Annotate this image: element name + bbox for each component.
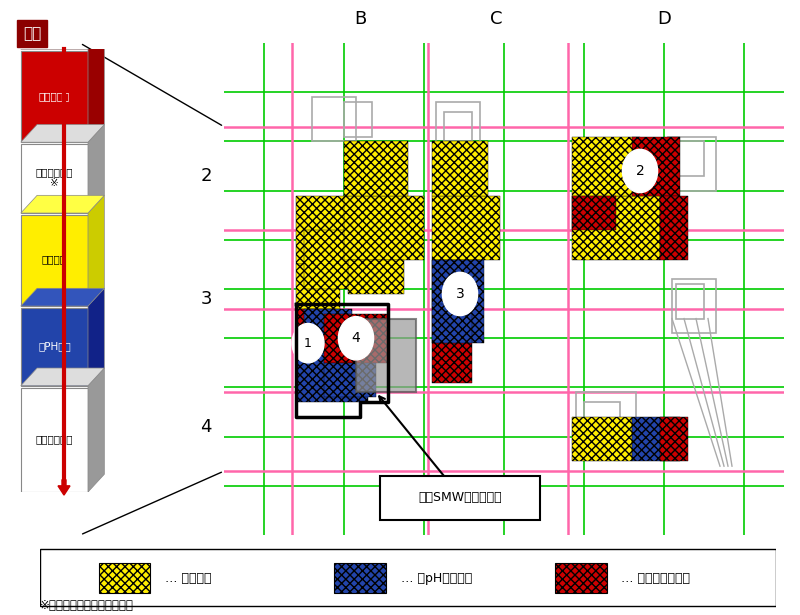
Text: 既存SMW施工エリア: 既存SMW施工エリア <box>418 491 502 504</box>
Text: 深度: 深度 <box>23 26 41 41</box>
Bar <box>632 417 680 461</box>
Text: 高PH対応: 高PH対応 <box>38 341 70 351</box>
Text: … 標準薬剤: … 標準薬剤 <box>165 571 212 585</box>
Bar <box>668 137 716 191</box>
Polygon shape <box>356 319 416 392</box>
Bar <box>296 309 336 353</box>
Bar <box>572 196 616 230</box>
Text: 2: 2 <box>201 167 212 185</box>
Polygon shape <box>21 124 104 142</box>
Text: 薬剤添加なし
※: 薬剤添加なし ※ <box>36 167 73 188</box>
Bar <box>572 417 632 461</box>
Bar <box>21 145 88 213</box>
Bar <box>296 196 356 264</box>
Bar <box>660 196 688 260</box>
Polygon shape <box>88 124 104 213</box>
Polygon shape <box>88 368 104 492</box>
Text: 高濃度対応: 高濃度対応 <box>38 90 70 101</box>
Bar <box>324 363 376 397</box>
Bar <box>344 196 424 260</box>
Bar <box>555 563 606 593</box>
Bar <box>632 137 680 196</box>
Bar <box>572 196 660 260</box>
Bar <box>21 52 88 142</box>
Bar <box>344 141 408 196</box>
Text: 3: 3 <box>456 287 464 301</box>
Bar <box>432 141 488 196</box>
Polygon shape <box>21 368 104 386</box>
Bar <box>576 392 636 446</box>
Polygon shape <box>88 196 104 306</box>
Text: 3: 3 <box>201 290 212 308</box>
Text: B: B <box>354 10 366 28</box>
Text: 4: 4 <box>352 331 360 345</box>
Bar <box>304 309 352 353</box>
Bar <box>432 196 500 260</box>
Bar <box>432 260 484 343</box>
FancyBboxPatch shape <box>380 476 540 520</box>
Text: ※帯水層のため注入式で対応: ※帯水層のため注入式で対応 <box>40 599 134 612</box>
Bar <box>304 230 356 289</box>
Circle shape <box>338 317 374 360</box>
Bar <box>572 137 640 196</box>
Bar <box>432 343 472 383</box>
Bar <box>436 102 480 146</box>
Text: 4: 4 <box>201 418 212 436</box>
Bar <box>672 141 704 176</box>
Bar <box>348 260 404 294</box>
Bar <box>296 353 368 402</box>
Polygon shape <box>88 31 104 142</box>
Bar <box>21 215 88 306</box>
Circle shape <box>442 272 478 315</box>
Bar <box>444 112 472 141</box>
Text: … 高濃度対応薬剤: … 高濃度対応薬剤 <box>622 571 690 585</box>
Bar <box>296 264 340 309</box>
Text: 1: 1 <box>304 336 312 350</box>
Bar <box>584 402 620 437</box>
Bar <box>432 260 480 304</box>
Bar <box>676 284 704 319</box>
Bar <box>99 563 150 593</box>
Polygon shape <box>21 196 104 213</box>
Bar <box>432 304 472 343</box>
Text: C: C <box>490 10 502 28</box>
Polygon shape <box>21 288 104 306</box>
Polygon shape <box>21 31 104 49</box>
Text: 薬剤添加なし: 薬剤添加なし <box>36 434 73 444</box>
Circle shape <box>622 149 658 192</box>
Bar <box>660 417 688 461</box>
Circle shape <box>292 323 324 363</box>
Text: 普通薬剤: 普通薬剤 <box>42 255 67 264</box>
Bar <box>344 102 372 137</box>
Polygon shape <box>88 288 104 386</box>
Text: D: D <box>657 10 671 28</box>
Bar <box>21 308 88 386</box>
Text: … 高pH対応薬剤: … 高pH対応薬剤 <box>401 571 472 585</box>
Bar <box>312 97 356 141</box>
Bar <box>21 388 88 492</box>
Text: 2: 2 <box>636 164 644 178</box>
Bar <box>672 279 716 333</box>
Bar <box>334 563 386 593</box>
Bar <box>324 314 388 363</box>
